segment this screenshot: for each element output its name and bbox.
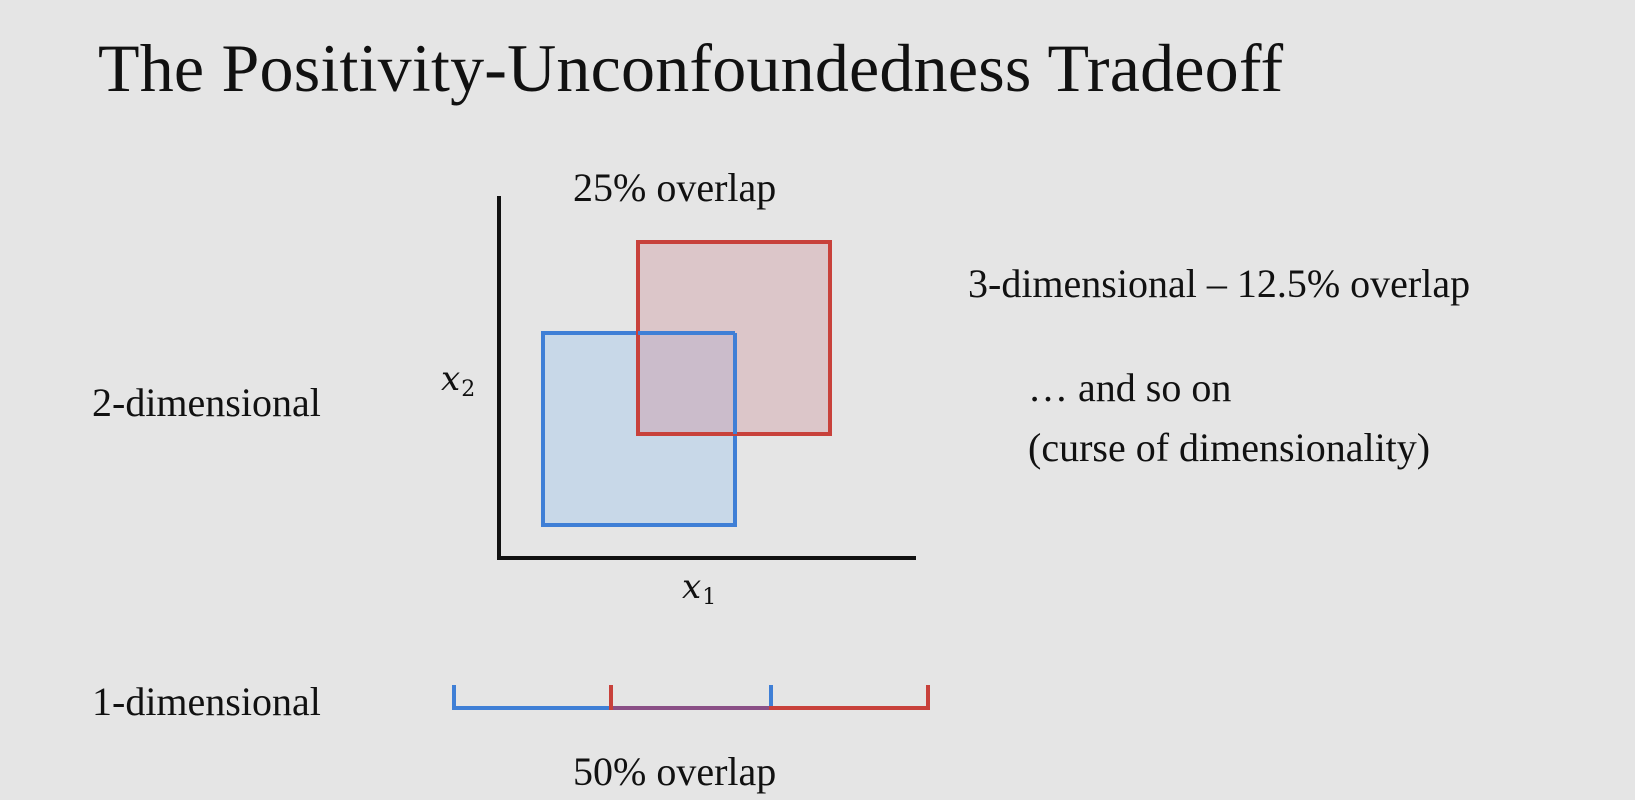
blue-interval-1d [452, 685, 611, 710]
note-curse-of-dimensionality: (curse of dimensionality) [1028, 425, 1431, 470]
note-3d: 3-dimensional – 12.5% overlap [968, 261, 1471, 306]
overlap-label-2d: 25% overlap [573, 165, 777, 210]
x1-axis-label: x1 [682, 567, 717, 610]
x2-axis-label: x2 [441, 359, 476, 402]
red-interval-1d [609, 685, 930, 710]
row-label-1d: 1-dimensional [92, 679, 321, 724]
overlap-label-1d: 50% overlap [573, 749, 777, 794]
overlap-region-2d [640, 335, 733, 432]
row-label-2d: 2-dimensional [92, 380, 321, 425]
note-and-so-on: … and so on [1028, 365, 1232, 410]
slide-title: The Positivity-Unconfoundedness Tradeoff [98, 30, 1284, 106]
